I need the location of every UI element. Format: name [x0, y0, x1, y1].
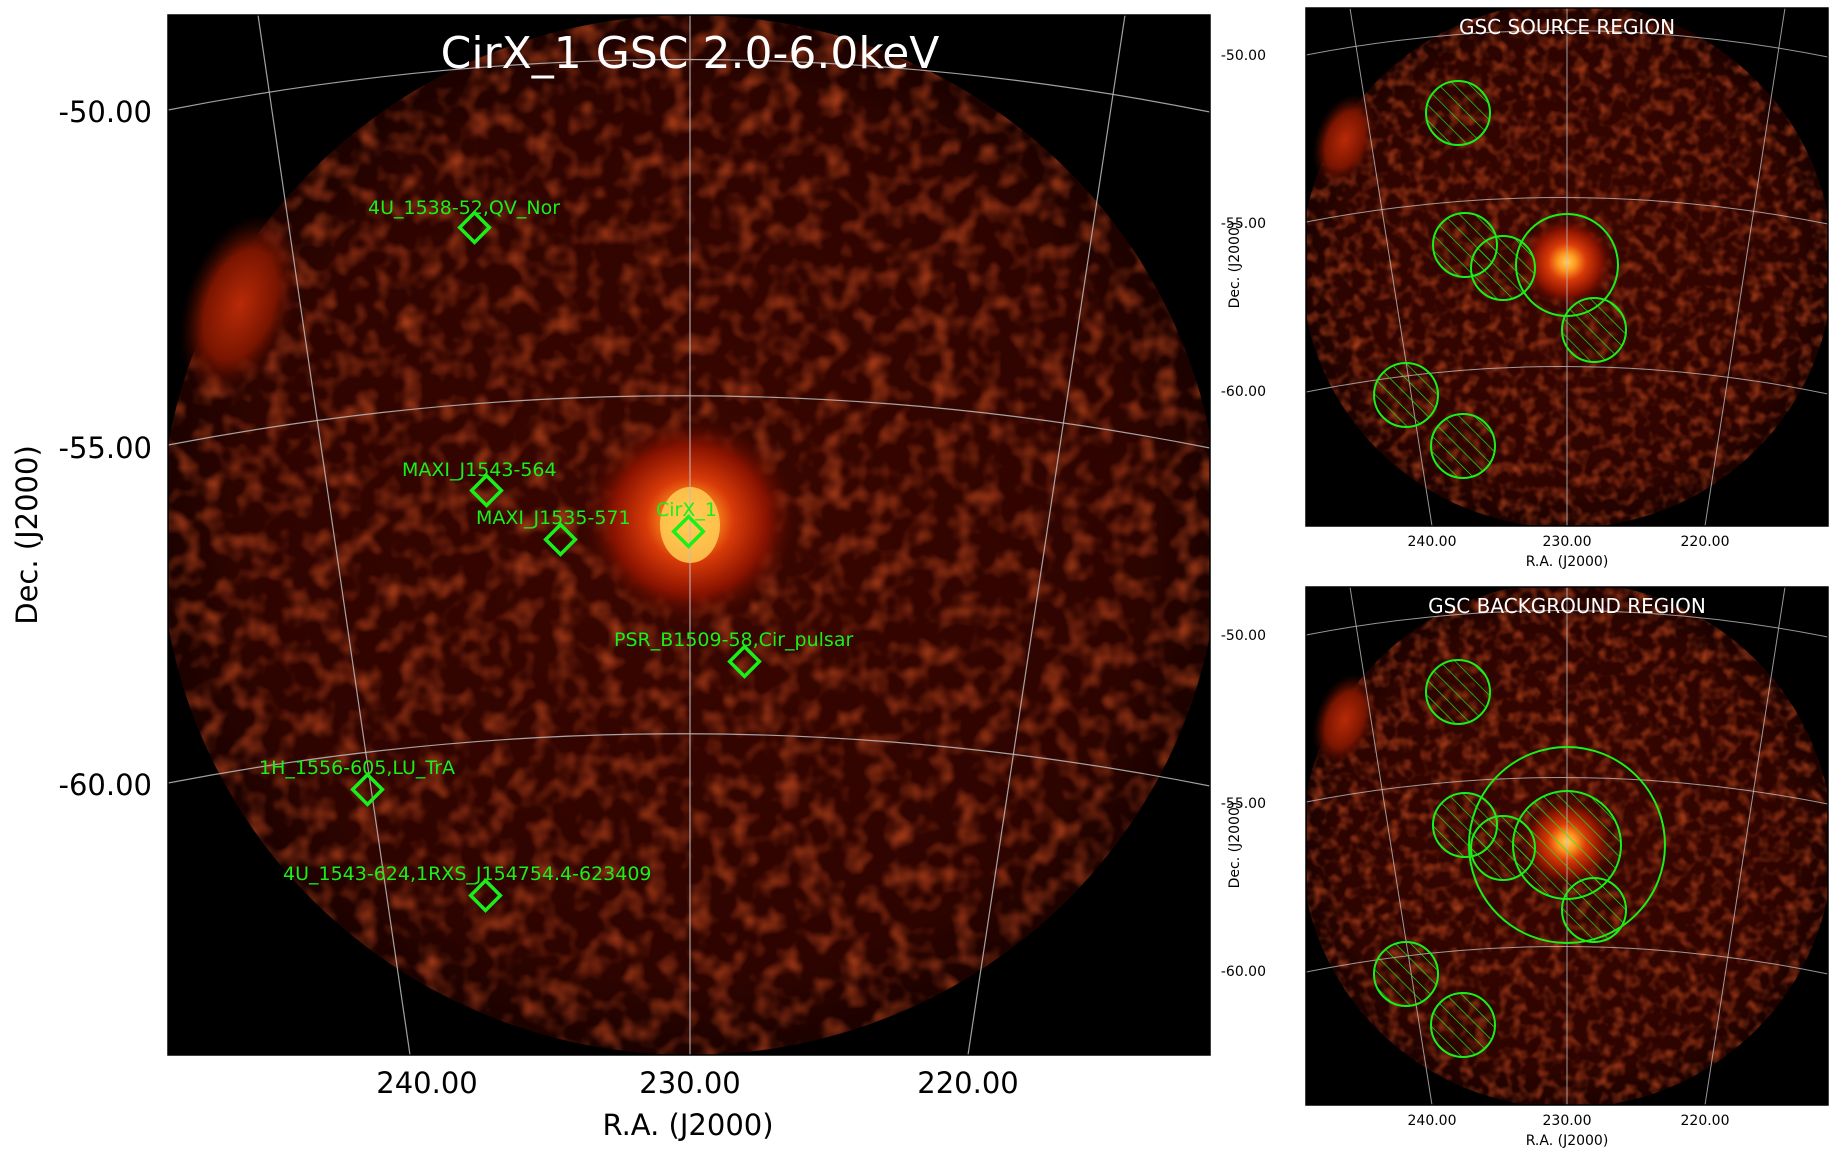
exclusion-region [1425, 659, 1491, 725]
ra-tick-label: 230.00 [1543, 1113, 1592, 1129]
diamond-marker-icon [468, 878, 503, 913]
ra-tick-label: 220.00 [1681, 1113, 1730, 1129]
background-region-panel: GSC BACKGROUND REGION -50.00 -55.00 -60.… [1221, 586, 1829, 1149]
dec-tick-label: -50.00 [1221, 48, 1266, 64]
source-label: CirX_1 [656, 499, 717, 521]
exclusion-region [1561, 877, 1627, 943]
source-label: PSR_B1509-58,Cir_pulsar [614, 629, 853, 651]
source-y-axis-label: Dec. (J2000) [1227, 222, 1243, 309]
diamond-marker-icon [469, 473, 504, 508]
source-markers: 4U_1538-52,QV_Nor MAXI_J1543-564 MAXI_J1… [259, 197, 853, 913]
source-label: MAXI_J1543-564 [402, 459, 557, 481]
ra-tick-label: 220.00 [917, 1066, 1018, 1100]
source-marker: 1H_1556-605,LU_TrA [259, 757, 455, 807]
diamond-marker-icon [457, 210, 492, 245]
background-y-axis-label: Dec. (J2000) [1227, 802, 1243, 889]
source-ra-ticks: 240.00 230.00 220.00 [1408, 534, 1730, 550]
background-annulus [1468, 746, 1666, 944]
exclusion-region [1373, 362, 1439, 428]
source-marker: PSR_B1509-58,Cir_pulsar [614, 629, 853, 679]
main-y-axis-label: Dec. (J2000) [10, 445, 44, 625]
dec-tick-label: -60.00 [1221, 964, 1266, 980]
source-marker: MAXI_J1535-571 [476, 507, 631, 557]
main-dec-ticks: -50.00 -55.00 -60.00 [59, 95, 153, 802]
main-ra-ticks: 240.00 230.00 220.00 [376, 1066, 1018, 1100]
source-regions [1373, 80, 1627, 479]
exclusion-region [1430, 413, 1496, 479]
exclusion-region [1425, 80, 1491, 146]
source-x-axis-label: R.A. (J2000) [1526, 554, 1609, 570]
background-regions [1373, 659, 1666, 1058]
ra-tick-label: 220.00 [1681, 534, 1730, 550]
diamond-marker-icon [671, 514, 706, 549]
background-x-axis-label: R.A. (J2000) [1526, 1133, 1609, 1149]
dec-tick-label: -55.00 [59, 431, 153, 465]
main-axes-frame [167, 14, 1211, 1056]
ra-tick-label: 240.00 [376, 1066, 477, 1100]
exclusion-region [1430, 992, 1496, 1058]
source-sky-image [1306, 8, 1828, 526]
main-sky-image [168, 15, 1210, 1055]
main-x-axis-label: R.A. (J2000) [602, 1108, 773, 1142]
source-marker: 4U_1538-52,QV_Nor [368, 197, 560, 245]
background-dec-ticks: -50.00 -55.00 -60.00 [1221, 628, 1266, 980]
dec-tick-label: -60.00 [1221, 384, 1266, 400]
exclusion-region [1470, 235, 1536, 301]
source-marker: 4U_1543-624,1RXS_J154754.4-623409 [283, 863, 652, 913]
exclusion-region [1373, 941, 1439, 1007]
background-panel-title: GSC BACKGROUND REGION [1428, 594, 1706, 618]
diamond-marker-icon [350, 772, 385, 807]
source-marker: MAXI_J1543-564 [402, 459, 557, 508]
ra-tick-label: 230.00 [1543, 534, 1592, 550]
source-dec-ticks: -50.00 -55.00 -60.00 [1221, 48, 1266, 400]
dec-tick-label: -50.00 [59, 95, 153, 129]
source-marker: CirX_1 [656, 499, 717, 549]
exclusion-region [1561, 297, 1627, 363]
dec-tick-label: -55.00 [1221, 216, 1266, 232]
main-title: CirX_1 GSC 2.0-6.0keV [441, 28, 940, 79]
background-ra-ticks: 240.00 230.00 220.00 [1408, 1113, 1730, 1129]
ra-tick-label: 240.00 [1408, 534, 1457, 550]
source-axes-frame [1305, 7, 1829, 527]
background-axes-frame [1305, 586, 1829, 1106]
ra-tick-label: 240.00 [1408, 1113, 1457, 1129]
dec-tick-label: -55.00 [1221, 796, 1266, 812]
ra-tick-label: 230.00 [639, 1066, 740, 1100]
source-label: 4U_1538-52,QV_Nor [368, 197, 560, 219]
diamond-marker-icon [543, 522, 578, 557]
dec-tick-label: -60.00 [59, 768, 153, 802]
diamond-marker-icon [727, 644, 762, 679]
dec-tick-label: -50.00 [1221, 628, 1266, 644]
source-region-panel: GSC SOURCE REGION -50.00 -55.00 -60.00 2… [1221, 7, 1829, 570]
main-panel: CirX_1 GSC 2.0-6.0keV -50.00 -55.00 -60.… [10, 14, 1211, 1142]
source-label: MAXI_J1535-571 [476, 507, 631, 529]
source-label: 4U_1543-624,1RXS_J154754.4-623409 [283, 863, 652, 885]
source-panel-title: GSC SOURCE REGION [1459, 15, 1675, 39]
main-coordinate-grid [168, 15, 1210, 1055]
source-label: 1H_1556-605,LU_TrA [259, 757, 455, 779]
